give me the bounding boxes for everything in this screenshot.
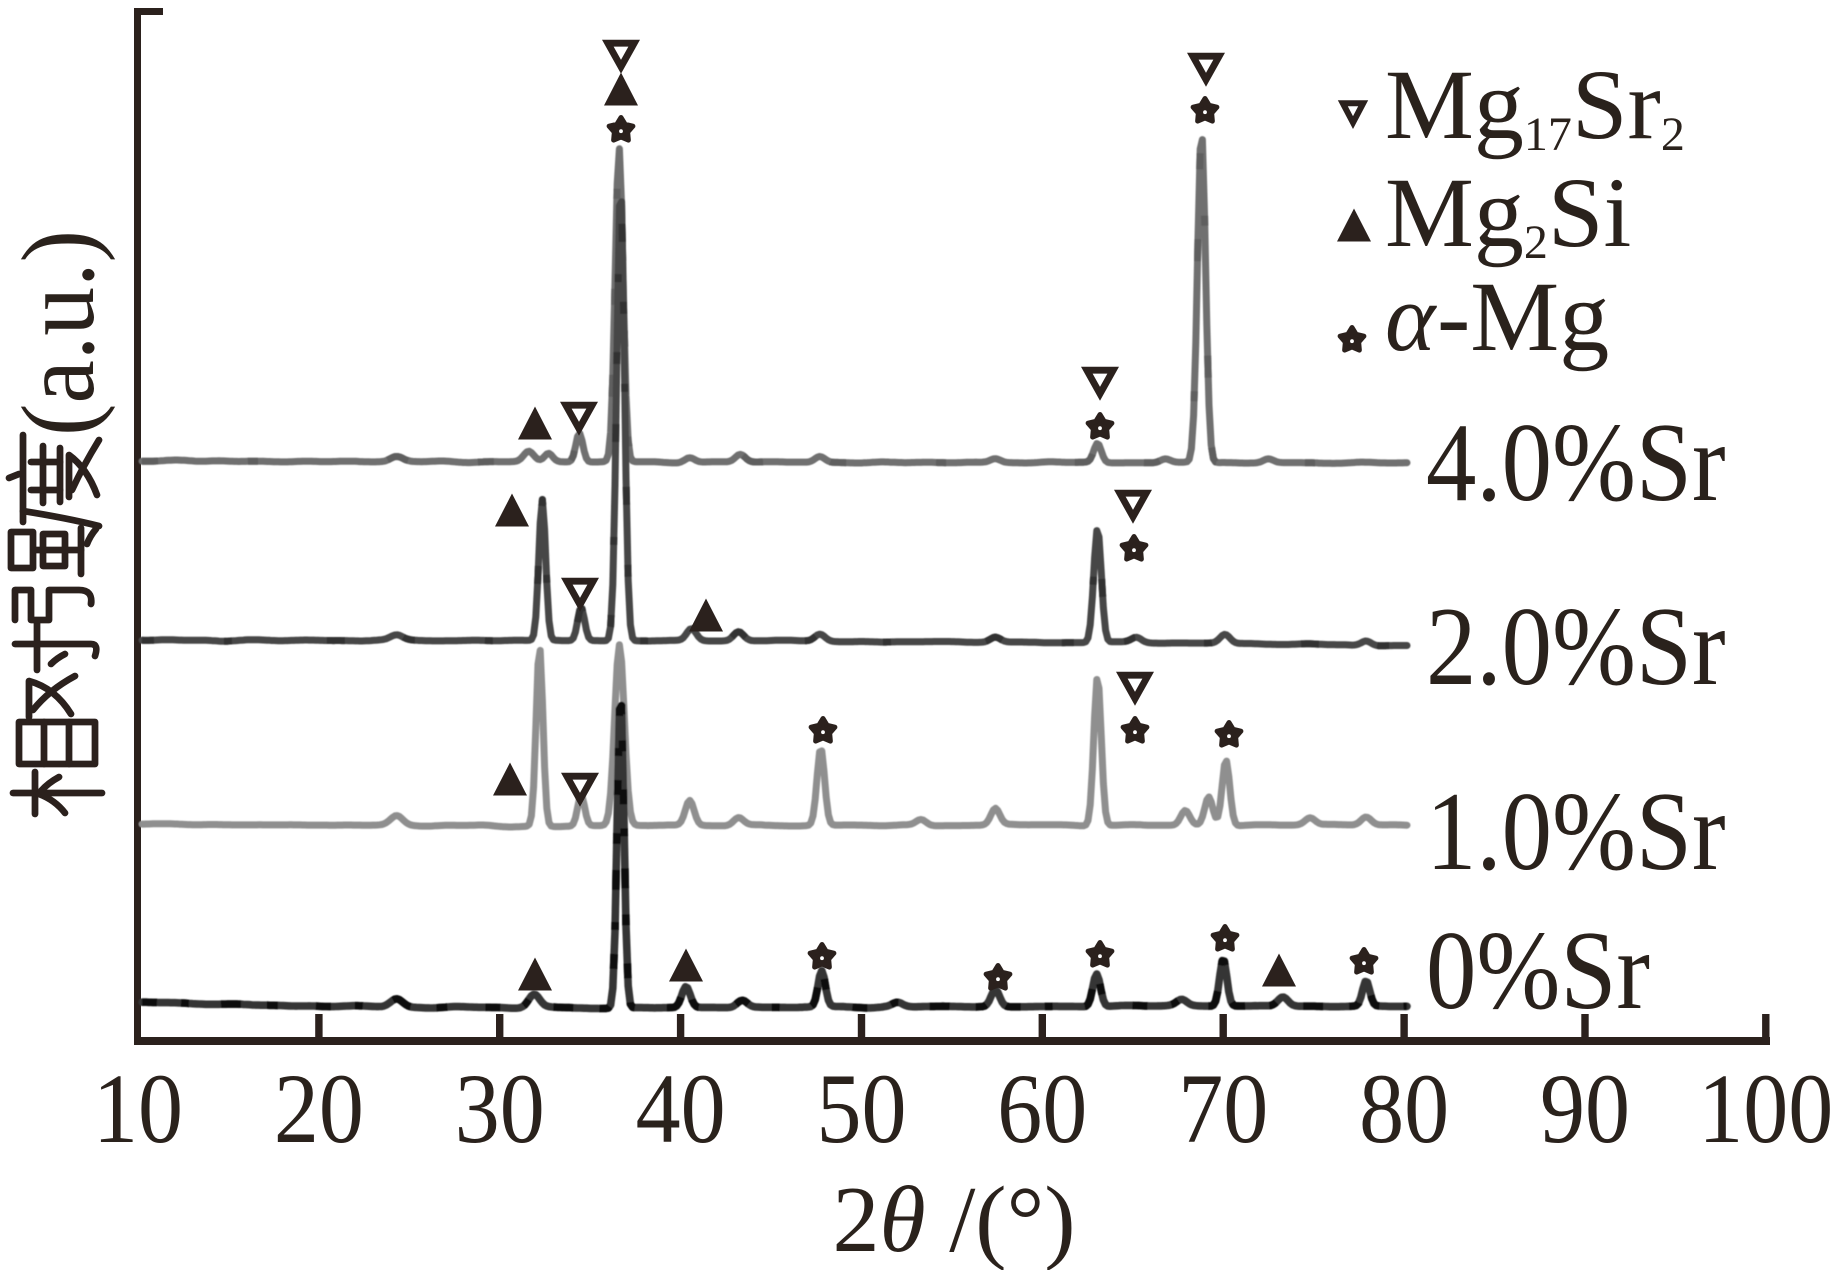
svg-text:Mg17Sr2: Mg17Sr2: [1385, 49, 1685, 161]
svg-text:100: 100: [1698, 1053, 1833, 1164]
svg-text:4.0%Sr: 4.0%Sr: [1426, 401, 1726, 525]
svg-text:30: 30: [455, 1053, 545, 1164]
svg-text:90: 90: [1540, 1053, 1630, 1164]
svg-text:-Mg: -Mg: [1437, 261, 1609, 372]
svg-text:10: 10: [93, 1053, 183, 1164]
svg-text:20: 20: [274, 1053, 364, 1164]
svg-text:2.0%Sr: 2.0%Sr: [1426, 585, 1726, 709]
svg-text:70: 70: [1178, 1053, 1268, 1164]
svg-text:60: 60: [997, 1053, 1087, 1164]
svg-text:(a.u.): (a.u.): [1, 230, 116, 436]
svg-text:α: α: [1385, 264, 1437, 371]
svg-text:1.0%Sr: 1.0%Sr: [1426, 770, 1726, 894]
svg-text:0%Sr: 0%Sr: [1426, 909, 1650, 1033]
svg-text:Mg2Si: Mg2Si: [1385, 157, 1631, 269]
svg-text:50: 50: [817, 1053, 907, 1164]
svg-text:2θ /(°): 2θ /(°): [833, 1168, 1076, 1270]
svg-text:80: 80: [1359, 1053, 1449, 1164]
svg-text:40: 40: [636, 1053, 726, 1164]
